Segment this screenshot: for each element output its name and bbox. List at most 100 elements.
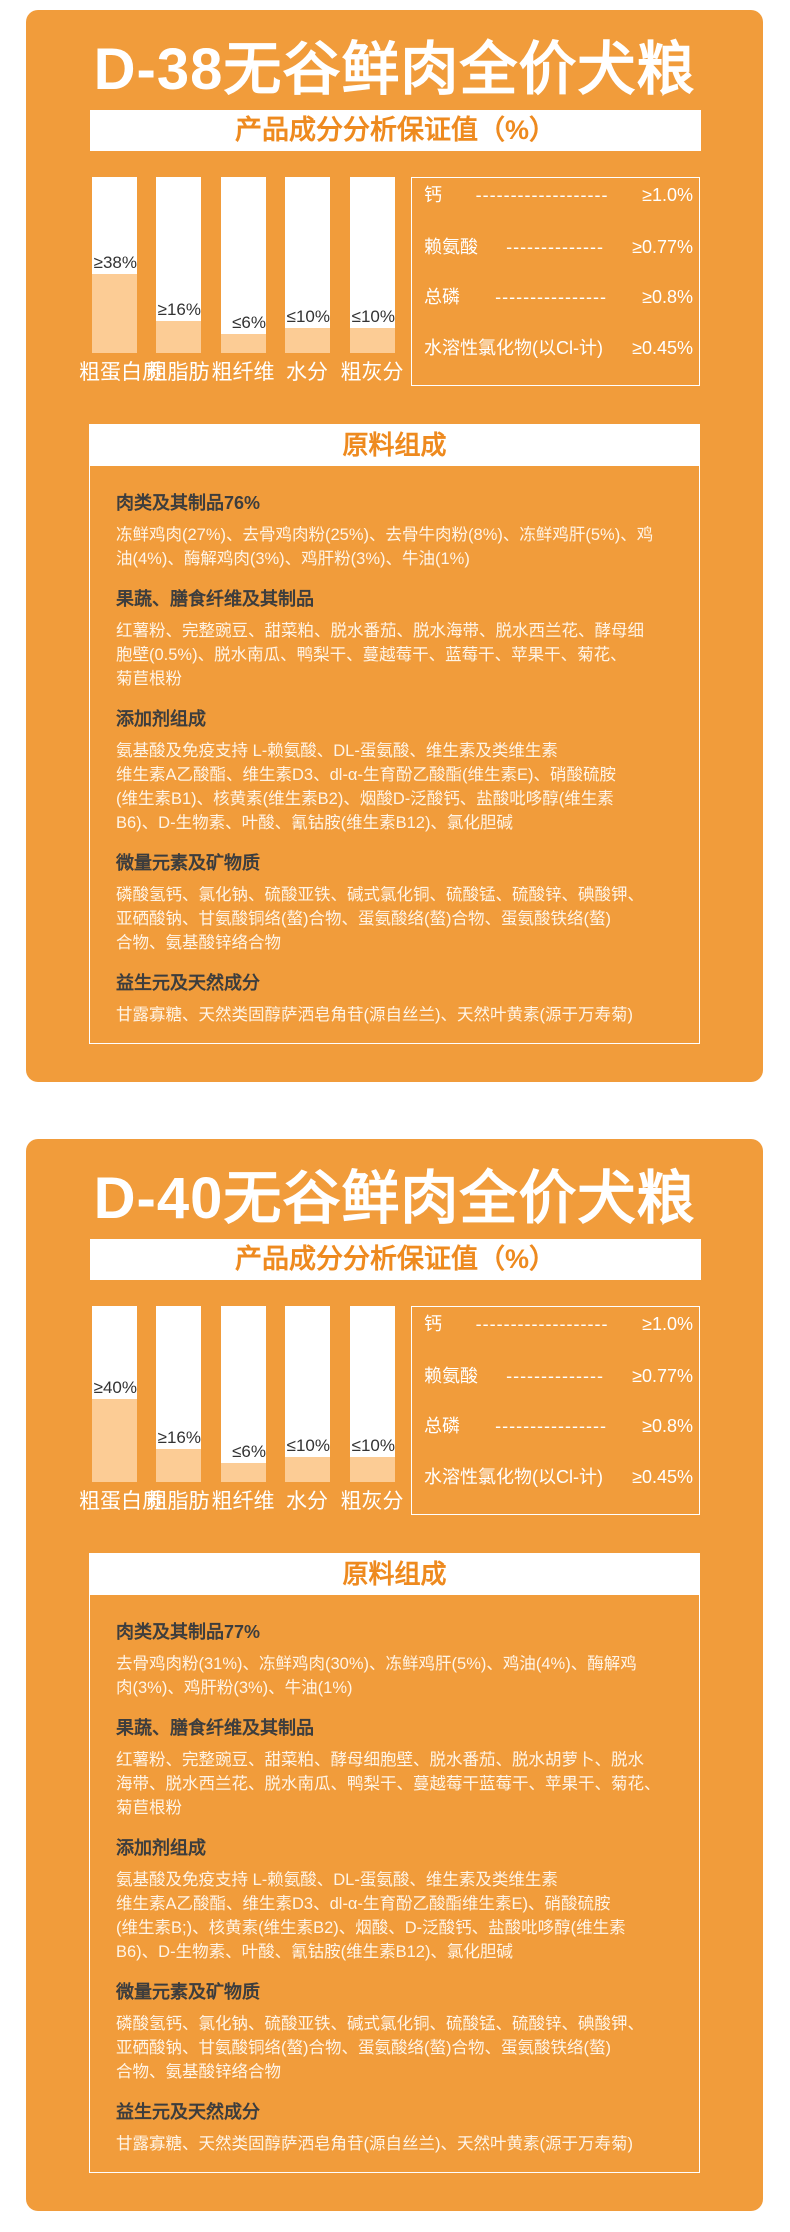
nutrient-bar: ≥40% — [92, 1306, 137, 1482]
ingredient-line: 亚硒酸钠、甘氨酸铜络(螯)合物、蛋氨酸络(螯)合物、蛋氨酸铁络(螯) — [116, 2039, 611, 2057]
nutrient-bar-value: ≤10% — [286, 1436, 330, 1456]
ingredient-line: 红薯粉、完整豌豆、甜菜粕、酵母细胞壁、脱水番茄、脱水胡萝卜、脱水 — [116, 1751, 644, 1769]
nutrient-bar: ≤10% — [285, 177, 330, 353]
ingredient-section: 益生元及天然成分甘露寡糖、天然类固醇萨洒皂角苷(源自丝兰)、天然叶黄素(源于万寿… — [116, 2099, 689, 2156]
ingredient-line: 氨基酸及免疫支持 L-赖氨酸、DL-蛋氨酸、维生素及类维生素 — [116, 742, 558, 760]
ingredient-section-heading: 肉类及其制品76% — [116, 493, 261, 513]
nutrient-value: ≥0.77% — [632, 1366, 693, 1386]
ingredient-line: B6)、D-生物素、叶酸、氰钴胺(维生素B12)、氯化胆碱 — [116, 1943, 513, 1961]
nutrient-name: 钙 — [424, 185, 442, 205]
ingredient-section-heading: 微量元素及矿物质 — [116, 1982, 260, 2002]
ingredient-line: 冻鲜鸡肉(27%)、去骨鸡肉粉(25%)、去骨牛肉粉(8%)、冻鲜鸡肝(5%)、… — [116, 526, 654, 544]
ingredient-line: 海带、脱水西兰花、脱水南瓜、鸭梨干、蔓越莓干蓝莓干、苹果干、菊花、 — [116, 1775, 661, 1793]
nutrient-bar: ≥16% — [156, 1306, 201, 1482]
nutrient-value: ≥0.8% — [642, 287, 693, 307]
ingredient-section-heading: 果蔬、膳食纤维及其制品 — [116, 589, 314, 609]
nutrient-bar: ≤6% — [221, 1306, 266, 1482]
nutrient-row: 钙 ------------------- ≥1.0% — [424, 1313, 693, 1335]
nutrient-bar-label: 粗纤维 — [211, 1490, 275, 1513]
product-title: D-40无谷鲜肉全价犬粮 — [93, 1166, 696, 1231]
nutrient-bar-label: 粗灰分 — [340, 1490, 404, 1513]
nutrient-bar-fill — [156, 1448, 201, 1482]
nutrient-row: 总磷 ---------------- ≥0.8% — [424, 286, 693, 308]
nutrient-row: 总磷 ---------------- ≥0.8% — [424, 1415, 693, 1437]
nutrient-bar: ≥16% — [156, 177, 201, 353]
nutrient-name: 水溶性氯化物(以Cl-计) — [424, 338, 603, 358]
nutrient-bar-label: 粗脂肪 — [146, 361, 210, 384]
nutrient-bar-fill — [221, 1462, 266, 1482]
ingredient-section-heading: 益生元及天然成分 — [116, 973, 260, 993]
ingredient-line: 维生素A乙酸酯、维生素D3、dl-α-生育酚乙酸酯(维生素E)、硝酸硫胺 — [116, 766, 616, 784]
ingredients-title: 原料组成 — [89, 1553, 700, 1595]
nutrient-bar-label: 水分 — [286, 1490, 328, 1513]
ingredient-line: 菊苣根粉 — [116, 670, 182, 688]
nutrient-dashes: ------------------- — [475, 1314, 609, 1334]
nutrient-bar: ≤10% — [285, 1306, 330, 1482]
ingredient-line: (维生素B;)、核黄素(维生素B2)、烟酸、D-泛酸钙、盐酸吡哆醇(维生素 — [116, 1919, 626, 1937]
nutrient-value: ≥1.0% — [642, 1314, 693, 1334]
nutrient-dashes: ---------------- — [495, 1416, 607, 1436]
nutrient-bar: ≥38% — [92, 177, 137, 353]
nutrient-dashes — [603, 337, 632, 359]
nutrient-value: ≥1.0% — [642, 185, 693, 205]
ingredient-line: 甘露寡糖、天然类固醇萨洒皂角苷(源自丝兰)、天然叶黄素(源于万寿菊) — [116, 2135, 633, 2153]
nutrient-bar-label: 水分 — [286, 361, 328, 384]
nutrient-dashes: -------------- — [506, 237, 604, 257]
nutrient-row: 水溶性氯化物(以Cl-计) ≥0.45% — [424, 337, 693, 359]
ingredient-section-heading: 微量元素及矿物质 — [116, 853, 260, 873]
ingredient-line: 红薯粉、完整豌豆、甜菜粕、脱水番茄、脱水海带、脱水西兰花、酵母细 — [116, 622, 644, 640]
ingredient-line: (维生素B1)、核黄素(维生素B2)、烟酸D-泛酸钙、盐酸吡哆醇(维生素 — [116, 790, 614, 808]
nutrient-dashes: -------------- — [506, 1366, 604, 1386]
ingredient-line: 油(4%)、酶解鸡肉(3%)、鸡肝粉(3%)、牛油(1%) — [116, 550, 470, 568]
nutrient-bar-value: ≤6% — [232, 312, 266, 332]
nutrient-bar-value: ≥38% — [93, 252, 137, 272]
ingredient-line: 甘露寡糖、天然类固醇萨洒皂角苷(源自丝兰)、天然叶黄素(源于万寿菊) — [116, 1006, 633, 1024]
nutrient-bar-value: ≤6% — [232, 1441, 266, 1461]
ingredient-line: 磷酸氢钙、氯化钠、硫酸亚铁、碱式氯化铜、硫酸锰、硫酸锌、碘酸钾、 — [116, 886, 644, 904]
nutrient-row: 水溶性氯化物(以Cl-计) ≥0.45% — [424, 1466, 693, 1488]
nutrient-table: 钙 ------------------- ≥1.0% 赖氨酸 ------------… — [411, 177, 700, 386]
nutrient-bar-value: ≥40% — [93, 1378, 137, 1398]
analysis-title: 产品成分分析保证值（%） — [90, 1239, 701, 1280]
nutrient-bar-label: 粗蛋白质 — [79, 361, 163, 384]
ingredient-section: 添加剂组成 氨基酸及免疫支持 L-赖氨酸、DL-蛋氨酸、维生素及类维生素 维生素A乙… — [116, 1835, 689, 1964]
ingredient-section-heading: 果蔬、膳食纤维及其制品 — [116, 1718, 314, 1738]
nutrient-bar-fill — [350, 1457, 395, 1482]
ingredient-section: 果蔬、膳食纤维及其制品红薯粉、完整豌豆、甜菜粕、酵母细胞壁、脱水番茄、脱水胡萝卜… — [116, 1715, 689, 1820]
nutrient-dashes: ---------------- — [495, 287, 607, 307]
ingredient-section: 微量元素及矿物质磷酸氢钙、氯化钠、硫酸亚铁、碱式氯化铜、硫酸锰、硫酸锌、碘酸钾、… — [116, 850, 689, 955]
nutrient-bar-label: 粗脂肪 — [146, 1490, 210, 1513]
nutrient-bar-fill — [221, 333, 266, 353]
ingredients-content: 肉类及其制品76% 冻鲜鸡肉(27%)、去骨鸡肉粉(25%)、去骨牛肉粉(8%)、… — [90, 466, 699, 1027]
product-title: D-38无谷鲜肉全价犬粮 — [93, 37, 696, 102]
ingredient-section: 微量元素及矿物质磷酸氢钙、氯化钠、硫酸亚铁、碱式氯化铜、硫酸锰、硫酸锌、碘酸钾、… — [116, 1979, 689, 2084]
nutrient-row: 赖氨酸 -------------- ≥0.77% — [424, 236, 693, 258]
ingredient-section-heading: 添加剂组成 — [116, 1838, 206, 1858]
ingredient-line: 胞壁(0.5%)、脱水南瓜、鸭梨干、蔓越莓干、蓝莓干、苹果干、菊花、 — [116, 646, 627, 664]
product-card: D-40无谷鲜肉全价犬粮产品成分分析保证值（%） ≥40% 粗蛋白质 ≥16% 粗脂肪 ≤… — [26, 1139, 763, 2211]
nutrient-name: 水溶性氯化物(以Cl-计) — [424, 1467, 603, 1487]
ingredient-line: 肉(3%)、鸡肝粉(3%)、牛油(1%) — [116, 1679, 353, 1697]
nutrient-bar-label: 粗蛋白质 — [79, 1490, 163, 1513]
ingredient-section: 益生元及天然成分甘露寡糖、天然类固醇萨洒皂角苷(源自丝兰)、天然叶黄素(源于万寿… — [116, 970, 689, 1027]
nutrient-value: ≥0.77% — [632, 237, 693, 257]
nutrient-bar-fill — [156, 321, 201, 353]
ingredients-box: 原料组成 肉类及其制品76% 冻鲜鸡肉(27%)、去骨鸡肉粉(25%)、去骨牛肉粉(… — [89, 424, 700, 1044]
nutrient-row: 钙 ------------------- ≥1.0% — [424, 184, 693, 206]
ingredient-section: 肉类及其制品76% 冻鲜鸡肉(27%)、去骨鸡肉粉(25%)、去骨牛肉粉(8%)、… — [116, 490, 689, 571]
product-card: D-38无谷鲜肉全价犬粮 产品成分分析保证值（%） ≥38% 粗蛋白质 ≥16% 粗脂肪 ≤… — [26, 10, 763, 1082]
ingredient-section-heading: 益生元及天然成分 — [116, 2102, 260, 2122]
nutrient-bar-fill — [285, 1457, 330, 1482]
ingredient-section: 果蔬、膳食纤维及其制品红薯粉、完整豌豆、甜菜粕、脱水番茄、脱水海带、脱水西兰花、… — [116, 586, 689, 691]
nutrient-bar-value: ≤10% — [286, 307, 330, 327]
nutrient-table: 钙 ------------------- ≥1.0% 赖氨酸 ------------… — [411, 1306, 700, 1515]
ingredient-line: 亚硒酸钠、甘氨酸铜络(螯)合物、蛋氨酸络(螯)合物、蛋氨酸铁络(螯) — [116, 910, 611, 928]
nutrient-bar-fill — [285, 328, 330, 353]
nutrient-value: ≥0.45% — [632, 1467, 693, 1487]
nutrient-bar: ≤10% — [350, 1306, 395, 1482]
nutrient-name: 总磷 — [424, 1416, 460, 1436]
nutrient-name: 总磷 — [424, 287, 460, 307]
nutrient-bar-value: ≥16% — [157, 1427, 201, 1447]
nutrient-value: ≥0.8% — [642, 1416, 693, 1436]
ingredient-line: 磷酸氢钙、氯化钠、硫酸亚铁、碱式氯化铜、硫酸锰、硫酸锌、碘酸钾、 — [116, 2015, 644, 2033]
